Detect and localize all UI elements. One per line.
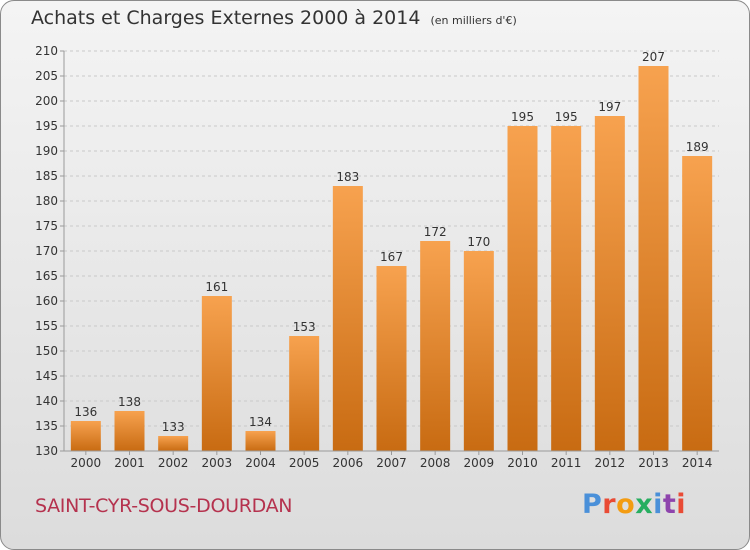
chart-title: Achats et Charges Externes 2000 à 2014 (e…: [31, 7, 517, 29]
bar-2012: [594, 116, 625, 451]
bar-value-label: 153: [293, 320, 316, 334]
bar-2008: [420, 241, 451, 451]
logo-letter: i: [676, 489, 687, 520]
logo-letter: i: [653, 489, 663, 520]
logo-letter: P: [582, 489, 603, 520]
x-tick-label: 2001: [114, 456, 145, 470]
y-tick-label: 145: [35, 369, 58, 383]
y-tick-label: 180: [35, 194, 58, 208]
bar-2005: [289, 336, 320, 451]
city-name: SAINT-CYR-SOUS-DOURDAN: [35, 495, 293, 517]
y-tick-label: 140: [35, 394, 58, 408]
y-tick-label: 170: [35, 244, 58, 258]
bar-2009: [463, 251, 494, 451]
bar-value-label: 161: [205, 280, 228, 294]
bar-value-label: 183: [336, 170, 359, 184]
bar-value-label: 136: [74, 405, 97, 419]
y-axis-ticks: 130 135 140 145 150 155 160 165 170 175 180 185 190 1…: [35, 44, 64, 458]
chart-title-text: Achats et Charges Externes 2000 à 2014: [31, 7, 421, 29]
bar-2014: [682, 156, 713, 451]
y-tick-label: 165: [35, 269, 58, 283]
x-tick-label: 2004: [245, 456, 276, 470]
x-tick-label: 2009: [464, 456, 495, 470]
x-tick-label: 2013: [638, 456, 669, 470]
bar-value-label: 195: [511, 110, 534, 124]
bars: 136 138 133 161 134 153 183 167 172 170 195 195 197 2…: [70, 50, 713, 451]
x-tick-label: 2007: [376, 456, 407, 470]
y-tick-label: 195: [35, 119, 58, 133]
x-tick-label: 2011: [551, 456, 582, 470]
y-tick-label: 205: [35, 69, 58, 83]
bar-value-label: 197: [598, 100, 621, 114]
bar-2006: [332, 186, 363, 451]
bar-2011: [551, 126, 582, 451]
proxiti-logo[interactable]: Proxiti: [582, 489, 686, 520]
bar-2013: [638, 66, 669, 451]
chart-unit: (en milliers d'€): [430, 14, 517, 27]
bar-2002: [158, 436, 189, 451]
bar-value-label: 207: [642, 50, 665, 64]
bar-2010: [507, 126, 538, 451]
y-tick-label: 190: [35, 144, 58, 158]
bar-value-label: 138: [118, 395, 141, 409]
x-tick-label: 2010: [507, 456, 538, 470]
bar-2007: [376, 266, 407, 451]
y-tick-label: 130: [35, 444, 58, 458]
bar-value-label: 167: [380, 250, 403, 264]
x-tick-label: 2008: [420, 456, 451, 470]
logo-letter: t: [662, 489, 677, 520]
y-tick-label: 175: [35, 219, 58, 233]
bar-value-label: 195: [555, 110, 578, 124]
bar-value-label: 172: [424, 225, 447, 239]
y-tick-label: 210: [35, 44, 58, 58]
x-axis-ticks: 2000 2001 2002 2003 2004 2005 2006 2007 2008 2009…: [71, 451, 713, 470]
y-tick-label: 160: [35, 294, 58, 308]
bar-2003: [201, 296, 232, 451]
y-tick-label: 150: [35, 344, 58, 358]
bar-2000: [70, 421, 101, 451]
bar-2001: [114, 411, 145, 451]
bar-value-label: 170: [467, 235, 490, 249]
x-tick-label: 2006: [333, 456, 364, 470]
logo-letter: r: [602, 489, 617, 520]
logo-letter: x: [635, 489, 654, 520]
bar-value-label: 134: [249, 415, 272, 429]
y-tick-label: 155: [35, 319, 58, 333]
y-tick-label: 185: [35, 169, 58, 183]
y-tick-label: 135: [35, 419, 58, 433]
bar-value-label: 189: [686, 140, 709, 154]
bar-2004: [245, 431, 276, 451]
x-tick-label: 2003: [202, 456, 233, 470]
y-tick-label: 200: [35, 94, 58, 108]
grid-lines: [64, 50, 719, 452]
x-tick-label: 2000: [71, 456, 102, 470]
x-tick-label: 2005: [289, 456, 320, 470]
logo-letter: o: [616, 489, 636, 520]
x-tick-label: 2002: [158, 456, 189, 470]
x-tick-label: 2014: [682, 456, 713, 470]
bar-value-label: 133: [162, 420, 185, 434]
x-tick-label: 2012: [595, 456, 626, 470]
